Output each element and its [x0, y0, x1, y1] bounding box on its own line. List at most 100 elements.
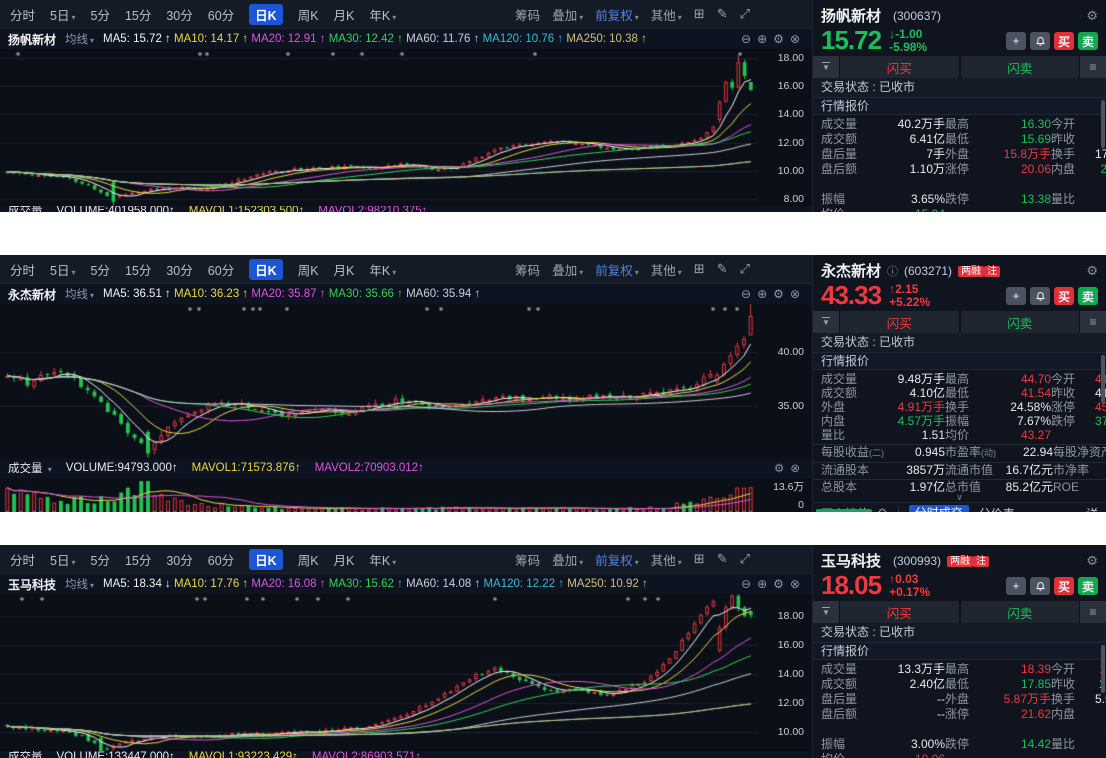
toolbar-tab-分时[interactable]: 分时	[10, 8, 36, 23]
sell-button[interactable]: 卖	[1078, 577, 1098, 595]
flash-sell-button[interactable]: 闪卖	[960, 311, 1079, 333]
toolbar-tab-周K[interactable]: 周K	[297, 553, 319, 568]
price-chart-canvas[interactable]	[0, 594, 812, 751]
toolbar-tab-日K[interactable]: 日K	[249, 548, 283, 570]
toolbar-tab-日K[interactable]: 日K	[249, 258, 283, 280]
menu-icon[interactable]: ≡	[1080, 601, 1106, 623]
ma-dropdown[interactable]: 均线 ▾	[65, 34, 95, 46]
toolbar-tool-前复权[interactable]: 前复权 ▾	[595, 8, 639, 23]
menu-icon[interactable]: ≡	[1080, 56, 1106, 78]
toolbar-tab-15分[interactable]: 15分	[124, 8, 152, 23]
zoom-in-icon[interactable]: ⊕	[757, 577, 768, 591]
toolbar-tool-其他[interactable]: 其他 ▾	[650, 263, 682, 278]
gear-icon[interactable]: ⚙	[1086, 7, 1098, 23]
toolbar-tab-日K[interactable]: 日K	[249, 3, 283, 25]
volume-dropdown[interactable]: 成交量 ▾	[8, 463, 52, 475]
add-button[interactable]: +	[1006, 32, 1026, 50]
ma-dropdown[interactable]: 均线 ▾	[65, 289, 95, 301]
toolbar-tab-5分[interactable]: 5分	[90, 553, 110, 568]
toolbar-tab-5日[interactable]: 5日 ▾	[50, 553, 76, 568]
scrollbar[interactable]	[1101, 645, 1105, 693]
toolbar-tab-5日[interactable]: 5日 ▾	[50, 263, 76, 278]
ma-dropdown[interactable]: 均线 ▾	[65, 579, 95, 591]
draw-icon[interactable]: ✎	[716, 261, 728, 276]
gear-icon[interactable]: ⚙	[1086, 552, 1098, 568]
scrollbar[interactable]	[1101, 100, 1105, 148]
toolbar-tab-15分[interactable]: 15分	[124, 263, 152, 278]
grid-icon[interactable]: ⊞	[693, 6, 705, 21]
toolbar-tab-分时[interactable]: 分时	[10, 263, 36, 278]
menu-icon[interactable]: ≡	[1080, 311, 1106, 333]
toolbar-tab-30分[interactable]: 30分	[166, 263, 193, 278]
toolbar-tool-叠加[interactable]: 叠加 ▾	[552, 8, 584, 23]
toolbar-tab-年K[interactable]: 年K ▾	[369, 263, 397, 278]
candlestick-chart[interactable]: 18.00 16.00 14.00 12.00 10.00 8.00	[0, 49, 812, 206]
flash-buy-button[interactable]: 闪买	[840, 601, 959, 623]
candlestick-chart[interactable]: 18.00 16.00 14.00 12.00 10.00	[0, 594, 812, 751]
price-chart-canvas[interactable]	[0, 304, 812, 459]
fullscreen-icon[interactable]: ⤢	[739, 261, 750, 276]
info-icon[interactable]: ⓘ	[887, 265, 899, 278]
add-button[interactable]: +	[1006, 577, 1026, 595]
grid-icon[interactable]: ⊞	[693, 551, 705, 566]
flash-sell-button[interactable]: 闪卖	[960, 56, 1079, 78]
flash-buy-button[interactable]: 闪买	[840, 56, 959, 78]
toolbar-tab-60分[interactable]: 60分	[207, 553, 235, 568]
gear-icon[interactable]: ⚙	[1086, 262, 1098, 278]
to-bottom-icon[interactable]: ▼	[813, 56, 839, 78]
sell-button[interactable]: 卖	[1078, 287, 1098, 305]
buy-button[interactable]: 买	[1054, 577, 1074, 595]
toolbar-tab-年K[interactable]: 年K ▾	[369, 553, 397, 568]
zoom-out-icon[interactable]: ⊖	[741, 32, 752, 46]
toolbar-tool-筹码[interactable]: 筹码	[515, 263, 541, 278]
toolbar-tab-30分[interactable]: 30分	[166, 553, 193, 568]
zoom-out-icon[interactable]: ⊖	[741, 577, 752, 591]
close-icon[interactable]: ⊗	[790, 463, 800, 475]
settings-icon[interactable]: ⚙	[774, 463, 785, 475]
buy-button[interactable]: 买	[1054, 32, 1074, 50]
toolbar-tab-月K[interactable]: 月K	[333, 263, 355, 278]
close-icon[interactable]: ⊗	[789, 287, 800, 301]
tab-intraday-trades[interactable]: 分时成交	[908, 505, 969, 512]
price-chart-canvas[interactable]	[0, 49, 812, 206]
bell-icon[interactable]	[1030, 577, 1050, 595]
to-bottom-icon[interactable]: ▼	[813, 601, 839, 623]
zoom-in-icon[interactable]: ⊕	[757, 32, 768, 46]
draw-icon[interactable]: ✎	[716, 6, 728, 21]
collapse-arrow-icon[interactable]: ∨	[956, 492, 963, 502]
settings-icon[interactable]: ⚙	[877, 506, 888, 512]
flash-buy-button[interactable]: 闪买	[840, 311, 959, 333]
buy-button[interactable]: 买	[1054, 287, 1074, 305]
bell-icon[interactable]	[1030, 287, 1050, 305]
add-button[interactable]: +	[1006, 287, 1026, 305]
toolbar-tab-周K[interactable]: 周K	[297, 8, 319, 23]
toolbar-tab-60分[interactable]: 60分	[207, 263, 235, 278]
toolbar-tab-30分[interactable]: 30分	[166, 8, 193, 23]
toolbar-tab-5分[interactable]: 5分	[90, 263, 110, 278]
tab-price-table[interactable]: 分价表	[979, 505, 1015, 513]
settings-icon[interactable]: ⚙	[773, 287, 784, 301]
toolbar-tab-分时[interactable]: 分时	[10, 553, 36, 568]
scrollbar[interactable]	[1101, 355, 1105, 403]
toolbar-tab-60分[interactable]: 60分	[207, 8, 235, 23]
toolbar-tool-筹码[interactable]: 筹码	[515, 8, 541, 23]
close-icon[interactable]: ⊗	[789, 32, 800, 46]
toolbar-tab-周K[interactable]: 周K	[297, 263, 319, 278]
toolbar-tab-15分[interactable]: 15分	[124, 553, 152, 568]
settings-icon[interactable]: ⚙	[773, 577, 784, 591]
detail-link[interactable]: 详	[1086, 505, 1098, 513]
flash-sell-button[interactable]: 闪卖	[960, 601, 1079, 623]
bell-icon[interactable]	[1030, 32, 1050, 50]
toolbar-tool-前复权[interactable]: 前复权 ▾	[595, 553, 639, 568]
sell-button[interactable]: 卖	[1078, 32, 1098, 50]
toolbar-tab-月K[interactable]: 月K	[333, 8, 355, 23]
zoom-out-icon[interactable]: ⊖	[741, 287, 752, 301]
toolbar-tool-其他[interactable]: 其他 ▾	[650, 8, 682, 23]
fullscreen-icon[interactable]: ⤢	[739, 551, 750, 566]
to-bottom-icon[interactable]: ▼	[813, 311, 839, 333]
toolbar-tab-5日[interactable]: 5日 ▾	[50, 8, 76, 23]
close-icon[interactable]: ⊗	[789, 577, 800, 591]
toolbar-tool-前复权[interactable]: 前复权 ▾	[595, 263, 639, 278]
volume-canvas[interactable]	[0, 478, 812, 512]
settings-icon[interactable]: ⚙	[773, 32, 784, 46]
